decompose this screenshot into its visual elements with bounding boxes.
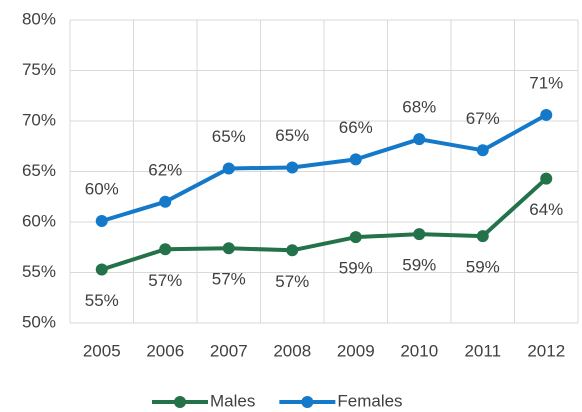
- data-label: 57%: [275, 272, 309, 291]
- x-tick-label: 2005: [83, 341, 121, 360]
- data-label: 62%: [148, 160, 182, 179]
- point: [222, 242, 235, 255]
- x-tick-label: 2009: [337, 341, 375, 360]
- point: [540, 172, 553, 185]
- point: [349, 153, 362, 166]
- data-label: 57%: [148, 271, 182, 290]
- y-tick-label: 65%: [22, 161, 56, 180]
- data-label: 68%: [402, 98, 436, 117]
- y-tick-label: 55%: [22, 262, 56, 281]
- data-label: 66%: [339, 118, 373, 137]
- y-tick-label: 60%: [22, 211, 56, 230]
- data-label: 59%: [402, 256, 436, 275]
- point: [413, 133, 426, 146]
- y-tick-label: 80%: [22, 9, 56, 28]
- legend-label: Males: [210, 391, 255, 410]
- data-label: 64%: [529, 200, 563, 219]
- y-tick-label: 50%: [22, 312, 56, 331]
- x-tick-label: 2007: [210, 341, 248, 360]
- point: [540, 108, 553, 121]
- point: [159, 195, 172, 208]
- point: [286, 244, 299, 257]
- series-line: [101, 177, 548, 272]
- data-label: 65%: [275, 126, 309, 145]
- point: [159, 243, 172, 256]
- data-label: 59%: [339, 259, 373, 278]
- point: [476, 144, 489, 157]
- legend-marker: [301, 396, 314, 408]
- point: [95, 263, 108, 276]
- x-tick-label: 2008: [273, 341, 311, 360]
- point: [476, 230, 489, 243]
- legend-label: Females: [337, 391, 402, 410]
- point: [95, 214, 108, 227]
- x-tick-label: 2012: [527, 341, 565, 360]
- series-line: [101, 113, 548, 223]
- x-tick-label: 2010: [400, 341, 438, 360]
- data-label: 71%: [529, 73, 563, 92]
- point: [413, 228, 426, 241]
- data-label: 55%: [85, 291, 119, 310]
- data-label: 59%: [466, 258, 500, 277]
- legend-marker: [174, 396, 186, 408]
- data-label: 67%: [466, 109, 500, 128]
- x-tick-label: 2006: [146, 341, 184, 360]
- point: [286, 161, 299, 174]
- x-tick-label: 2011: [464, 341, 501, 360]
- y-tick-label: 70%: [22, 110, 56, 129]
- data-label: 65%: [212, 127, 246, 146]
- data-label: 60%: [85, 179, 119, 198]
- data-label: 57%: [212, 270, 246, 289]
- y-tick-label: 75%: [22, 60, 56, 79]
- point: [349, 231, 362, 244]
- point: [222, 162, 235, 175]
